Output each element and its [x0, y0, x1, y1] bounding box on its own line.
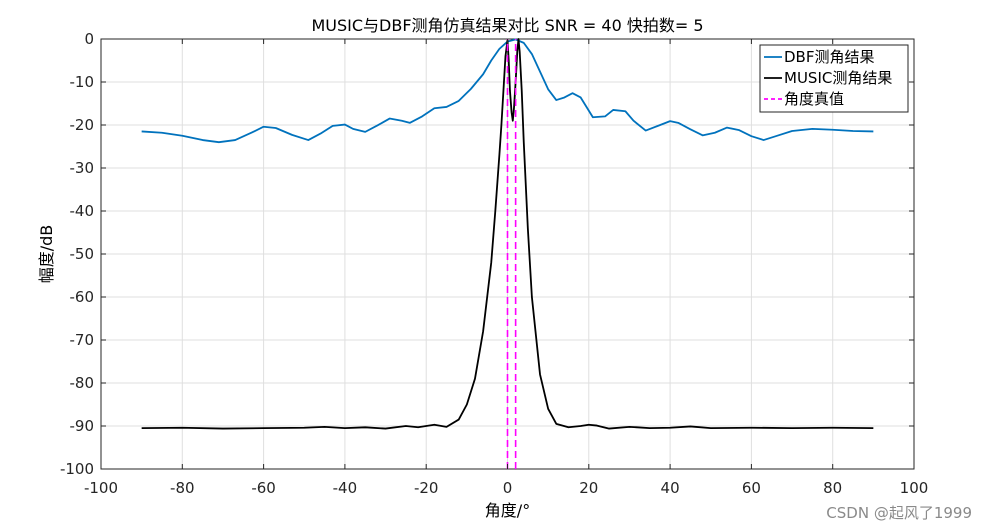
x-tick-label: 40 — [661, 479, 680, 497]
x-tick-label: 0 — [503, 479, 513, 497]
x-tick-label: 20 — [579, 479, 598, 497]
y-tick-label: 0 — [84, 30, 94, 48]
y-tick-label: -50 — [70, 245, 95, 263]
dbf-series-line — [141, 38, 874, 144]
y-tick-label: -30 — [70, 159, 95, 177]
music-series-line — [141, 38, 874, 430]
x-tick-label: 80 — [823, 479, 842, 497]
chart-title: MUSIC与DBF测角仿真结果对比 SNR = 40 快拍数= 5 — [311, 16, 703, 35]
legend-label: MUSIC测角结果 — [784, 69, 892, 87]
legend-label: 角度真值 — [784, 90, 844, 108]
y-tick-label: -70 — [70, 331, 95, 349]
y-tick-label: -80 — [70, 374, 95, 392]
y-tick-label: -60 — [70, 288, 95, 306]
x-tick-label: 100 — [900, 479, 929, 497]
watermark: CSDN @起风了1999 — [826, 504, 972, 522]
x-tick-label: -80 — [170, 479, 195, 497]
x-tick-label: 60 — [742, 479, 761, 497]
tick-layer: -100 -80 -60 -40 -20 0 20 40 60 80 100 0 -10 -20 -30 -4… — [60, 30, 928, 497]
x-axis-label: 角度/° — [485, 501, 530, 520]
x-tick-label: -100 — [84, 479, 118, 497]
series-layer — [141, 38, 874, 469]
legend-box — [759, 44, 909, 113]
y-tick-label: -90 — [70, 417, 95, 435]
y-tick-label: -100 — [60, 460, 94, 478]
y-tick-label: -20 — [70, 116, 95, 134]
x-tick-label: -60 — [251, 479, 276, 497]
legend-label: DBF测角结果 — [784, 48, 874, 66]
y-tick-label: -10 — [70, 73, 95, 91]
x-tick-label: -20 — [414, 479, 439, 497]
y-tick-label: -40 — [70, 202, 95, 220]
x-tick-label: -40 — [333, 479, 358, 497]
y-axis-label: 幅度/dB — [37, 225, 56, 284]
